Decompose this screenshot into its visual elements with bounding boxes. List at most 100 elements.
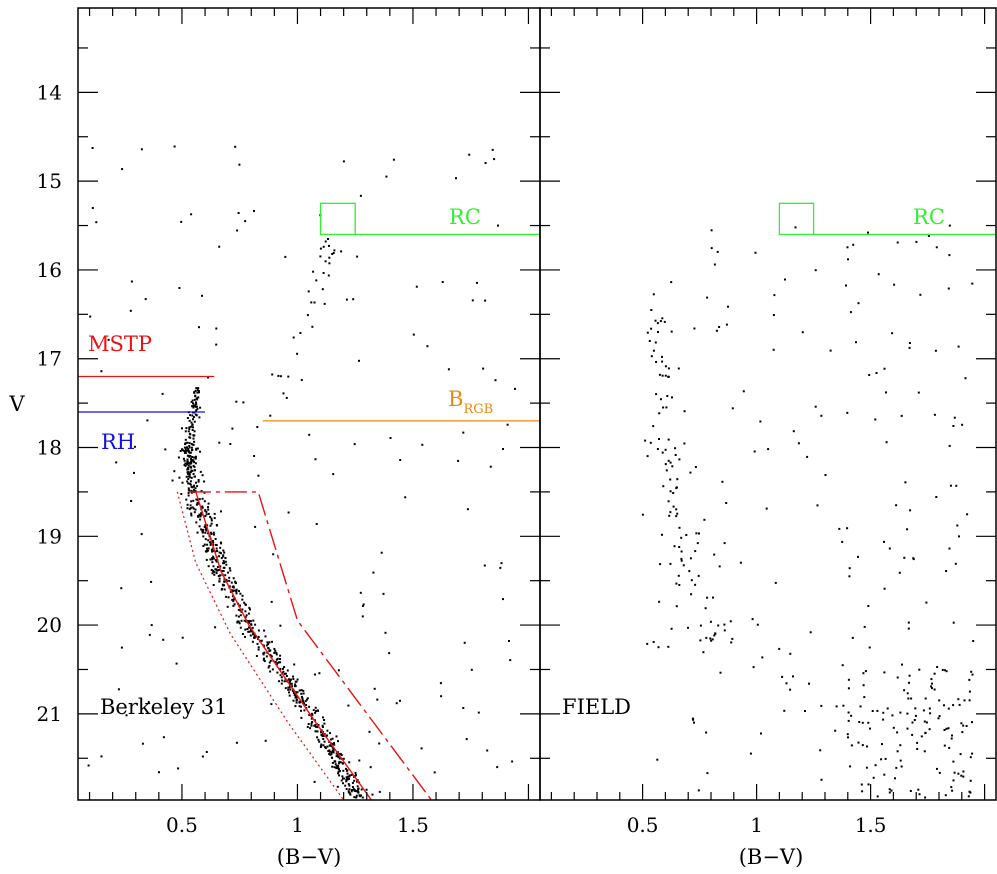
data-point xyxy=(347,775,350,778)
data-point xyxy=(948,746,951,749)
data-point xyxy=(415,285,418,288)
data-point xyxy=(842,704,845,707)
data-point xyxy=(303,709,306,712)
data-point xyxy=(314,458,317,461)
data-point xyxy=(199,470,202,473)
data-point xyxy=(334,760,337,763)
data-point xyxy=(210,522,213,525)
data-point xyxy=(658,600,661,603)
data-point xyxy=(279,375,282,378)
data-point xyxy=(187,449,190,452)
data-point xyxy=(275,663,278,666)
data-point xyxy=(311,325,314,328)
data-point xyxy=(87,764,90,767)
data-point xyxy=(218,555,221,558)
data-point xyxy=(867,231,869,234)
data-point xyxy=(230,581,233,584)
data-point xyxy=(237,615,240,618)
data-point xyxy=(360,788,363,791)
data-point xyxy=(654,319,657,322)
data-point xyxy=(901,663,903,666)
data-point xyxy=(959,753,962,756)
data-point xyxy=(294,685,297,688)
data-point xyxy=(232,585,235,588)
data-point xyxy=(140,533,143,536)
data-point xyxy=(876,795,879,798)
data-point xyxy=(301,697,304,700)
data-point xyxy=(693,721,695,724)
data-point xyxy=(263,651,266,654)
data-point xyxy=(187,478,190,480)
data-point xyxy=(190,500,193,503)
data-point xyxy=(348,784,351,787)
data-point xyxy=(235,590,238,593)
data-point xyxy=(205,529,208,532)
y-tick-label: 15 xyxy=(37,169,62,193)
data-point xyxy=(914,714,917,717)
data-point xyxy=(287,375,290,378)
rc-box xyxy=(319,202,356,236)
data-point xyxy=(646,642,649,645)
x-tick-label: 0.5 xyxy=(166,813,198,837)
data-point xyxy=(880,758,883,761)
data-point xyxy=(906,727,909,730)
data-point xyxy=(184,430,187,433)
data-point xyxy=(922,709,925,712)
data-point xyxy=(484,162,487,164)
data-point xyxy=(251,640,254,643)
data-point xyxy=(672,492,675,494)
data-point xyxy=(195,503,198,506)
data-point xyxy=(273,647,276,650)
data-point xyxy=(190,489,193,492)
data-point xyxy=(342,769,345,772)
data-point xyxy=(347,791,350,794)
data-point xyxy=(141,742,144,745)
data-point xyxy=(200,513,203,516)
data-point xyxy=(751,618,754,621)
data-point xyxy=(186,417,189,419)
data-point xyxy=(207,549,210,552)
data-point xyxy=(195,447,198,450)
data-point xyxy=(307,290,310,293)
data-point xyxy=(692,718,695,721)
data-point xyxy=(908,674,911,677)
data-point xyxy=(860,783,863,786)
panel-label-right: FIELD xyxy=(562,695,631,719)
data-point xyxy=(654,341,657,344)
data-point xyxy=(288,694,291,697)
data-point xyxy=(204,515,207,517)
data-point xyxy=(177,456,180,459)
data-point xyxy=(329,732,331,735)
data-point xyxy=(291,685,293,688)
data-point xyxy=(196,447,199,450)
data-point xyxy=(971,721,973,724)
data-point xyxy=(270,600,273,603)
data-point xyxy=(948,444,951,447)
data-point xyxy=(198,498,201,501)
data-point xyxy=(340,779,343,782)
data-point xyxy=(186,503,189,506)
data-point xyxy=(894,777,896,780)
data-point xyxy=(313,780,316,783)
data-point xyxy=(312,709,315,712)
data-point xyxy=(943,704,945,707)
data-point xyxy=(749,752,752,755)
data-point xyxy=(477,711,480,714)
data-point xyxy=(125,714,128,717)
data-point xyxy=(279,674,282,677)
data-point xyxy=(899,711,902,714)
data-point xyxy=(311,721,314,723)
data-point xyxy=(731,637,734,640)
data-point xyxy=(215,572,218,575)
panel-label-left: Berkeley 31 xyxy=(100,695,227,719)
y-tick-label: 18 xyxy=(37,436,62,460)
data-point xyxy=(320,743,323,746)
data-point xyxy=(188,442,191,445)
data-point xyxy=(688,570,691,573)
data-point xyxy=(283,672,286,675)
brgb-label-main: B xyxy=(448,387,463,411)
data-point xyxy=(203,500,206,503)
data-point xyxy=(203,543,206,546)
data-point xyxy=(203,491,206,494)
data-point xyxy=(389,437,392,439)
